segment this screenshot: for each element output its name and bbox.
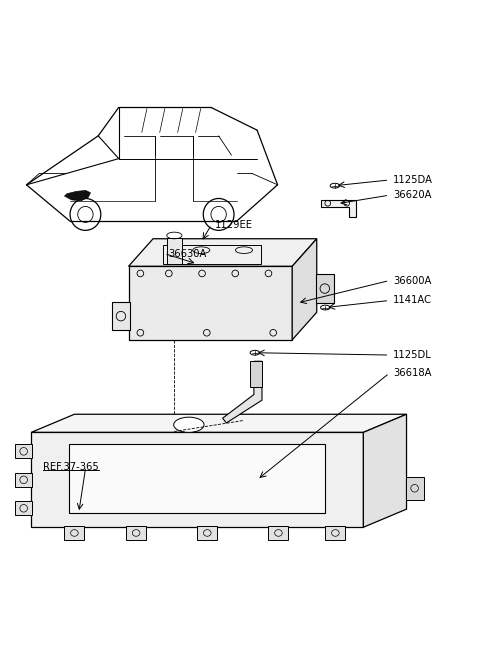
- Text: REF.37-365: REF.37-365: [43, 462, 99, 472]
- Polygon shape: [321, 200, 356, 216]
- Bar: [268, 526, 288, 540]
- Bar: [64, 526, 84, 540]
- Bar: [316, 274, 334, 303]
- Ellipse shape: [250, 350, 260, 355]
- Bar: [197, 526, 217, 540]
- Text: 1125DA: 1125DA: [393, 175, 433, 185]
- Ellipse shape: [321, 305, 330, 310]
- Text: 36630A: 36630A: [168, 249, 206, 258]
- Text: 1125DL: 1125DL: [393, 350, 432, 360]
- Bar: [69, 444, 325, 513]
- Bar: [325, 526, 345, 540]
- Bar: [112, 302, 130, 331]
- Text: 36620A: 36620A: [393, 190, 432, 200]
- Ellipse shape: [187, 266, 208, 274]
- Bar: [31, 432, 363, 527]
- Bar: [14, 473, 32, 487]
- Polygon shape: [223, 361, 262, 423]
- Ellipse shape: [196, 239, 206, 245]
- Bar: [14, 444, 32, 459]
- Ellipse shape: [174, 417, 204, 432]
- Polygon shape: [31, 414, 407, 432]
- Polygon shape: [64, 190, 91, 201]
- Text: 36618A: 36618A: [393, 368, 432, 378]
- Polygon shape: [363, 414, 407, 527]
- Ellipse shape: [330, 183, 340, 188]
- Bar: [406, 477, 424, 500]
- Bar: [167, 238, 182, 264]
- Text: 36600A: 36600A: [393, 276, 432, 285]
- Polygon shape: [129, 239, 317, 266]
- Bar: [250, 361, 262, 387]
- Polygon shape: [292, 239, 317, 340]
- Bar: [14, 501, 32, 516]
- Text: 1141AC: 1141AC: [393, 295, 432, 306]
- Text: 1129EE: 1129EE: [216, 220, 253, 230]
- Bar: [126, 526, 146, 540]
- Bar: [163, 245, 261, 264]
- Bar: [129, 266, 292, 340]
